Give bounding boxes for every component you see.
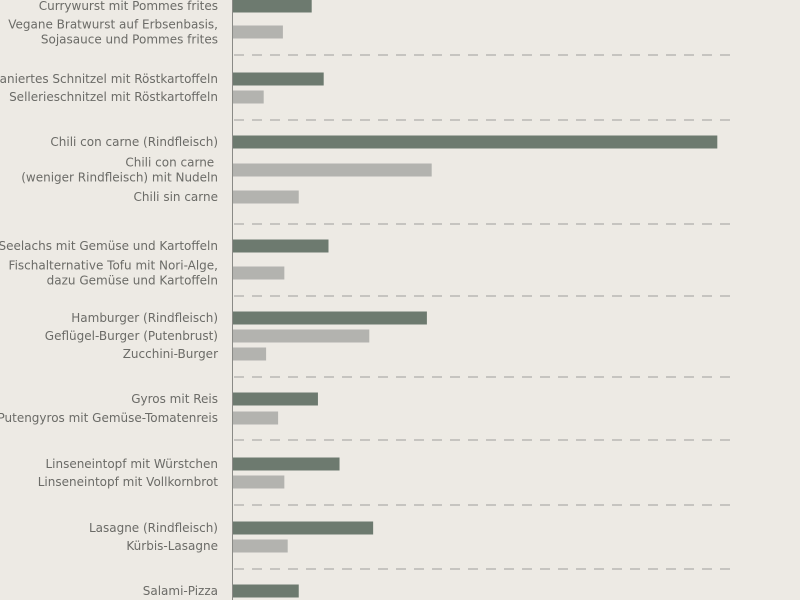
bar-label-line: Sellerieschnitzel mit Röstkartoffeln xyxy=(9,90,218,104)
bar-label: Zucchini-Burger xyxy=(123,347,218,361)
bar-label: Sellerieschnitzel mit Röstkartoffeln xyxy=(9,90,218,104)
bar-alternative xyxy=(232,475,285,489)
bar-label: Hamburger (Rindfleisch) xyxy=(71,311,218,325)
bar-label-line: Chili con carne (Rindfleisch) xyxy=(50,135,218,149)
bar-alternative xyxy=(232,190,299,204)
bar-label-line: dazu Gemüse und Kartoffeln xyxy=(47,274,218,288)
bar-label-line: (weniger Rindfleisch) mit Nudeln xyxy=(21,171,218,185)
bar-label: Fischalternative Tofu mit Nori-Alge, dazu… xyxy=(9,259,218,288)
bar-label-line: Paniertes Schnitzel mit Röstkartoffeln xyxy=(0,72,218,86)
bar-label-line: Salami-Pizza xyxy=(143,584,218,598)
bar-label: Geflügel-Burger (Putenbrust) xyxy=(45,329,218,343)
bar-label-line: Chili con carne xyxy=(125,156,218,170)
bar-alternative xyxy=(232,329,370,343)
labels-layer: Currywurst mit Pommes frites Vegane Bratw… xyxy=(0,0,218,598)
bar-label-line: Linseneintopf mit Vollkornbrot xyxy=(38,475,219,489)
bar-primary xyxy=(232,135,718,149)
bar-label: Vegane Bratwurst auf Erbsenbasis, Sojasau… xyxy=(8,18,218,47)
bar-label-line: Vegane Bratwurst auf Erbsenbasis, xyxy=(8,18,218,32)
bar-alternative xyxy=(232,539,288,553)
bar-label-line: Fischalternative Tofu mit Nori-Alge, xyxy=(9,259,218,273)
bar-label-line: Seelachs mit Gemüse und Kartoffeln xyxy=(0,239,218,253)
bar-label-line: Chili sin carne xyxy=(134,190,218,204)
bar-primary xyxy=(232,239,329,253)
bar-label-line: Putengyros mit Gemüse-Tomatenreis xyxy=(0,411,218,425)
bar-primary xyxy=(232,521,374,535)
bar-primary xyxy=(232,584,299,598)
bar-label: Linseneintopf mit Vollkornbrot xyxy=(38,475,219,489)
bar-label: Currywurst mit Pommes frites xyxy=(39,0,218,13)
bar-label: Kürbis-Lasagne xyxy=(126,539,218,553)
bar-primary xyxy=(232,457,340,471)
bar-label: Salami-Pizza xyxy=(143,584,218,598)
bar-label: Chili con carne (Rindfleisch) xyxy=(50,135,218,149)
bar-alternative xyxy=(232,25,283,39)
bar-label: Putengyros mit Gemüse-Tomatenreis xyxy=(0,411,218,425)
separators-layer xyxy=(234,54,735,570)
bar-label-line: Lasagne (Rindfleisch) xyxy=(89,521,218,535)
bar-label: Lasagne (Rindfleisch) xyxy=(89,521,218,535)
bar-label: Gyros mit Reis xyxy=(131,392,218,406)
bar-label: Linseneintopf mit Würstchen xyxy=(45,457,218,471)
bar-label-line: Hamburger (Rindfleisch) xyxy=(71,311,218,325)
bar-label-line: Zucchini-Burger xyxy=(123,347,218,361)
bar-label: Paniertes Schnitzel mit Röstkartoffeln xyxy=(0,72,218,86)
bar-alternative xyxy=(232,90,264,104)
bar-label-line: Gyros mit Reis xyxy=(131,392,218,406)
bar-label-line: Geflügel-Burger (Putenbrust) xyxy=(45,329,218,343)
bar-label: Chili sin carne xyxy=(134,190,218,204)
bars-layer xyxy=(232,0,718,598)
bar-alternative xyxy=(232,411,279,425)
bar-alternative xyxy=(232,266,285,280)
bar-label-line: Linseneintopf mit Würstchen xyxy=(45,457,218,471)
bar-primary xyxy=(232,392,318,406)
bar-primary xyxy=(232,72,324,86)
bar-alternative xyxy=(232,163,432,177)
bar-label: Seelachs mit Gemüse und Kartoffeln xyxy=(0,239,218,253)
bar-label-line: Currywurst mit Pommes frites xyxy=(39,0,218,13)
bar-alternative xyxy=(232,347,267,361)
bar-primary xyxy=(232,311,427,325)
bar-label-line: Sojasauce und Pommes frites xyxy=(41,33,218,47)
bar-label-line: Kürbis-Lasagne xyxy=(126,539,218,553)
bar-label: Chili con carne (weniger Rindfleisch) mi… xyxy=(21,156,218,185)
bar-primary xyxy=(232,0,312,13)
